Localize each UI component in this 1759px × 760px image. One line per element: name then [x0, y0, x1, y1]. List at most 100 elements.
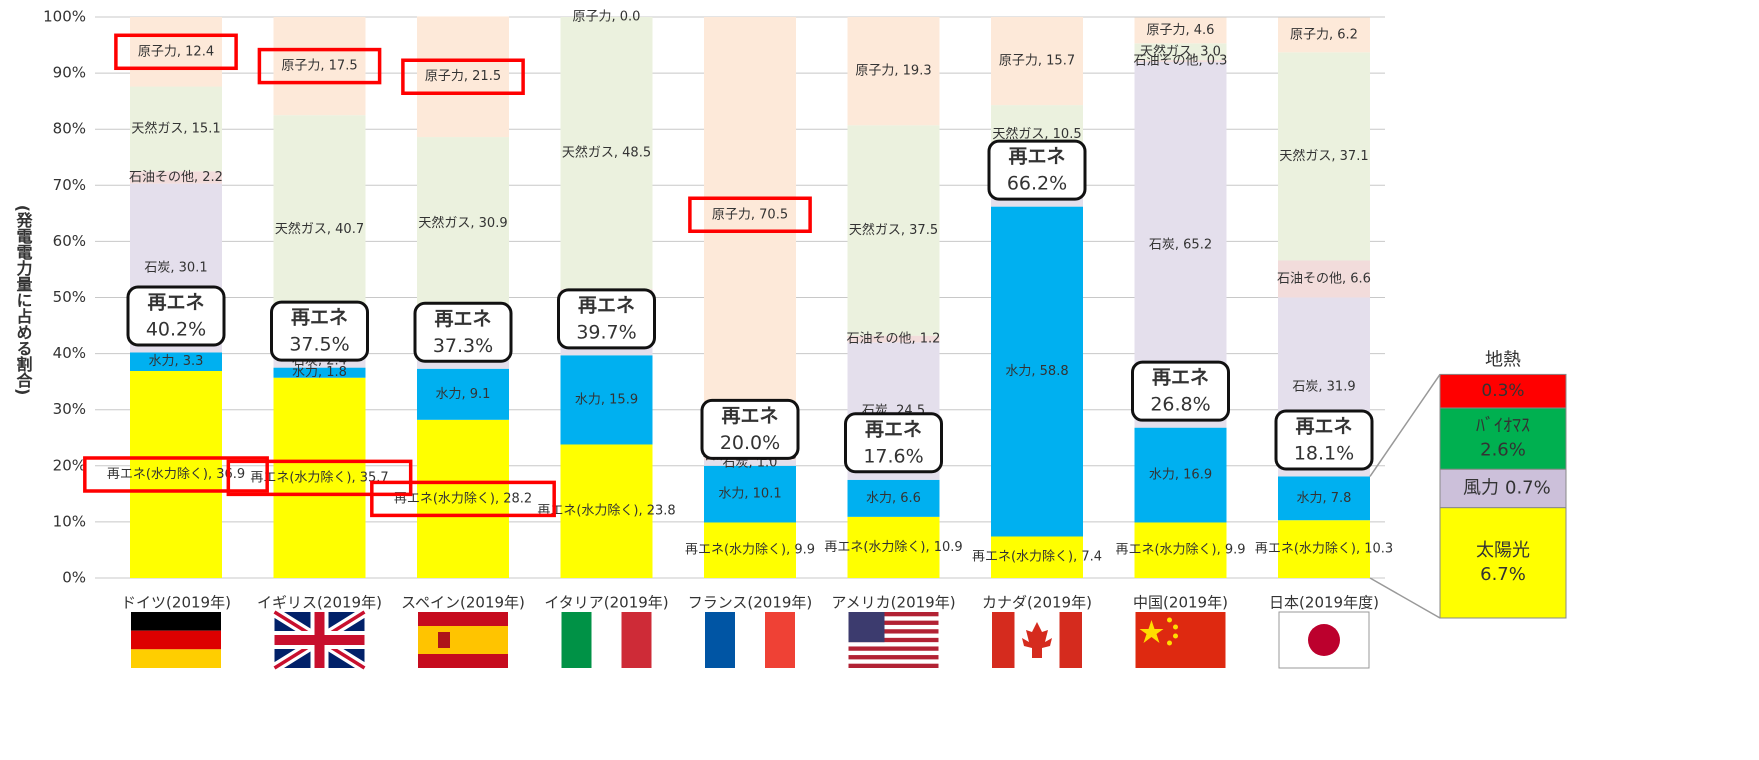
callout-title: 再エネ [721, 405, 778, 427]
callout-title: 再エネ [291, 307, 348, 329]
flag-part [621, 612, 652, 668]
flag-part [848, 663, 939, 668]
data-label: 水力, 15.9 [575, 392, 638, 407]
flag-part [131, 649, 221, 668]
callout-value: 20.0% [720, 432, 780, 454]
y-tick-label: 80% [53, 120, 86, 138]
data-label: 原子力, 4.6 [1147, 23, 1215, 38]
flag-part [1308, 624, 1340, 656]
breakdown-segment [1439, 507, 1567, 619]
x-tick-label: スペイン(2019年) [401, 594, 525, 612]
bar-segment [417, 16, 509, 138]
highlight-box [114, 33, 238, 71]
data-label: 水力, 1.8 [292, 365, 347, 380]
callout-value: 26.8% [1150, 394, 1210, 416]
y-tick-label: 70% [53, 176, 86, 194]
data-label: 石油その他, 0.3 [1134, 54, 1228, 69]
x-tick-label: ドイツ(2019年) [121, 594, 231, 612]
highlight-box [688, 196, 812, 234]
data-label: 原子力, 70.5 [712, 207, 788, 222]
data-label: 石油その他, 6.6 [1277, 271, 1371, 286]
highlight-box [257, 47, 382, 85]
bar-segment [1134, 427, 1227, 523]
bar-segment [847, 516, 940, 578]
flag-part [848, 655, 939, 660]
bar-segment [1278, 52, 1370, 261]
flag-part [705, 612, 735, 668]
data-label: 原子力, 0.0 [573, 10, 641, 25]
y-tick-label: 60% [53, 232, 86, 250]
data-label: 再エネ(水力除く), 23.8 [537, 504, 675, 519]
highlight-box [226, 459, 413, 497]
callout-box [987, 139, 1087, 201]
flag-part [848, 620, 939, 625]
y-tick-label: 20% [53, 456, 86, 474]
callout-title: 再エネ [147, 292, 204, 314]
data-label: 石油その他, 1.2 [847, 332, 941, 347]
callout-box [413, 301, 513, 363]
bar-segment [1278, 260, 1370, 298]
data-label: 水力, 16.9 [1149, 468, 1212, 483]
flag-part [1167, 617, 1172, 623]
data-label: 原子力, 19.3 [855, 64, 931, 79]
bar-segment [704, 460, 796, 466]
callout-value: 40.2% [146, 319, 206, 341]
data-label: 水力, 10.1 [718, 487, 781, 502]
flag [705, 612, 795, 668]
flag-part [131, 612, 221, 631]
breakdown-name: 風力 [1463, 477, 1499, 498]
bar-segment [847, 335, 940, 343]
flag-part [848, 629, 939, 634]
flag [992, 612, 1082, 668]
data-label: 石炭, 65.2 [1149, 237, 1212, 252]
callout-value: 39.7% [576, 321, 636, 343]
bar-segment [417, 419, 509, 578]
bar-segment [991, 206, 1083, 537]
highlight-box [83, 456, 269, 493]
x-tick-label: アメリカ(2019年) [831, 594, 955, 612]
callout-title: 再エネ [578, 294, 635, 316]
data-label: 原子力, 21.5 [425, 69, 501, 84]
bar-segment [1134, 522, 1227, 578]
data-label: 水力, 58.8 [1005, 364, 1068, 379]
x-tick-label: イギリス(2019年) [257, 594, 382, 612]
breakdown-label: 6.7% [1480, 564, 1526, 585]
breakdown-name: 太陽光 [1476, 540, 1530, 561]
bar-segment [704, 522, 796, 578]
callout-value: 37.3% [433, 335, 493, 357]
bar-segment [1134, 17, 1227, 44]
flag-part [1139, 620, 1164, 643]
flag-part [848, 612, 939, 617]
x-tick-label: 中国(2019年) [1133, 594, 1228, 612]
data-label: 原子力, 15.7 [999, 54, 1075, 69]
callout-box [1274, 409, 1374, 471]
callout-box [270, 300, 369, 362]
data-label: 再エネ(水力除く), 36.9 [107, 467, 245, 482]
bar-segment [847, 479, 940, 517]
flag-part [438, 632, 450, 648]
bar-segment [130, 86, 222, 172]
flag-part [765, 612, 795, 668]
y-tick-label: 50% [53, 288, 86, 306]
callout-title: 再エネ [434, 308, 491, 330]
bar-segment [273, 17, 366, 116]
flag-part [1173, 624, 1178, 630]
data-label: 天然ガス, 3.0 [1140, 43, 1221, 59]
data-label: 再エネ(水力除く), 10.3 [1255, 542, 1393, 557]
x-tick-label: イタリア(2019年) [544, 594, 668, 612]
bar-segment [1278, 476, 1370, 521]
flag-part [1135, 612, 1226, 668]
flag [1278, 611, 1370, 669]
bar-segment [273, 367, 366, 378]
data-label: 原子力, 17.5 [281, 59, 357, 74]
bar-segment [560, 444, 653, 578]
flag-part [1173, 633, 1178, 639]
data-label: 水力, 3.3 [149, 354, 204, 369]
bar-segment [1278, 17, 1370, 53]
bar-segment [704, 465, 796, 523]
callout-value: 66.2% [1007, 173, 1067, 195]
bar-segment [704, 17, 796, 413]
flag-part [1167, 640, 1172, 646]
connector [1369, 577, 1441, 619]
